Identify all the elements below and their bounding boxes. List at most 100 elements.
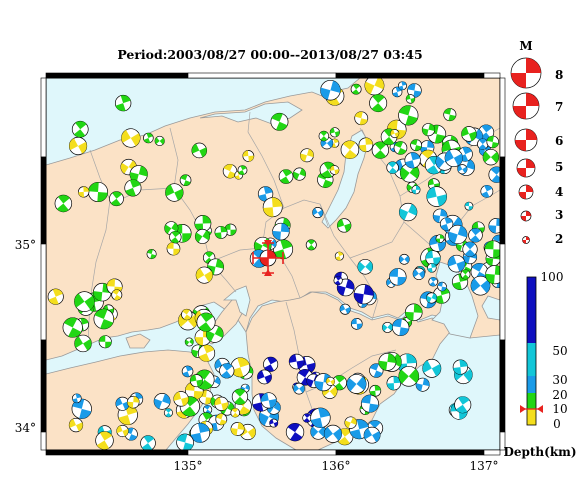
focal-mechanism [114, 94, 132, 112]
focal-mechanism [386, 161, 399, 174]
lon-tick-label: 137° [470, 459, 499, 473]
frame-bar [45, 449, 189, 456]
focal-mechanism [205, 325, 224, 343]
depth-bar-mid [527, 393, 536, 409]
focal-mechanism [426, 186, 447, 207]
focal-mechanism [293, 382, 305, 395]
focal-mechanism [382, 321, 393, 333]
focal-mechanism [224, 223, 237, 236]
focal-mechanism [305, 239, 317, 251]
magnitude-label: 7 [555, 100, 563, 114]
depth-legend: 100 50 30 20 10 0 Depth(km) [503, 270, 576, 459]
focal-mechanism [230, 357, 251, 378]
lon-tick-label: 135° [174, 459, 203, 473]
focal-mechanism [143, 132, 154, 144]
frame-bar [187, 72, 337, 79]
focal-mechanism [320, 79, 341, 101]
focal-mechanism [428, 276, 438, 287]
focal-mechanism [439, 217, 454, 231]
focal-mechanism [166, 241, 181, 256]
focal-mechanism [127, 395, 140, 409]
focal-mechanism [360, 394, 379, 413]
frame-bar [499, 339, 506, 433]
focal-mechanism [422, 358, 442, 378]
focal-mechanism [269, 418, 279, 428]
focal-mechanism [219, 363, 235, 379]
focal-mechanism [257, 186, 274, 202]
focal-mechanism [196, 312, 216, 332]
lat-tick-label: 34° [15, 421, 36, 435]
frame-bar [45, 72, 189, 79]
focal-mechanism [354, 111, 369, 126]
depth-tick-label: 10 [552, 402, 567, 416]
ise-bay [431, 261, 479, 339]
focal-mechanism [398, 202, 418, 222]
focal-mechanism [95, 431, 114, 450]
focal-mechanism [214, 396, 229, 411]
focal-mechanism [146, 249, 157, 260]
lat-tick-label: 35° [15, 238, 36, 252]
focal-mechanism [222, 163, 238, 179]
focal-mechanism [292, 167, 306, 181]
magnitude-legend-ball [512, 92, 540, 120]
focal-mechanism [427, 263, 437, 273]
focal-mechanism [68, 136, 88, 156]
focal-mechanism [369, 384, 382, 397]
focal-mechanism [405, 94, 416, 104]
focal-mechanism [358, 137, 374, 153]
focal-mechanism [389, 268, 407, 286]
focal-mechanism [363, 426, 381, 444]
focal-mechanism-layer [47, 78, 500, 450]
focal-mechanism [115, 396, 130, 411]
depth-bar-deepest [527, 277, 536, 343]
depth-bar-deep1 [527, 376, 536, 393]
focal-mechanism [181, 308, 193, 321]
focal-mechanism [412, 267, 426, 280]
focal-mechanism [329, 165, 340, 175]
focal-mechanism [425, 250, 441, 266]
focal-mechanism [257, 369, 272, 385]
magnitude-label: 3 [555, 208, 563, 222]
focal-mechanism [154, 135, 165, 147]
focal-mechanism [176, 433, 194, 450]
focal-mechanism [184, 337, 194, 347]
focal-mechanism [333, 275, 343, 286]
focal-mechanism [337, 218, 352, 233]
focal-mechanism [189, 374, 203, 388]
frame-bar [483, 72, 501, 79]
focal-mechanism [285, 422, 305, 442]
magnitude-label: 5 [555, 160, 563, 174]
focal-mechanism [404, 303, 423, 322]
focal-mechanism [288, 353, 305, 370]
magnitude-legend-ball [510, 57, 542, 89]
focal-mechanism [93, 308, 115, 330]
focal-mechanism [68, 417, 84, 433]
frame-bar [40, 156, 47, 245]
focal-mechanism [230, 422, 245, 436]
focal-mechanism [334, 251, 344, 261]
focal-mechanism [448, 224, 468, 245]
focal-mechanism [437, 281, 447, 292]
focal-mechanism [404, 152, 421, 169]
frame-bar [335, 449, 485, 456]
focal-mechanism [310, 423, 327, 440]
focal-mechanism [299, 148, 314, 163]
focal-mechanism [153, 392, 171, 410]
frame-bar [335, 72, 485, 79]
focal-mechanism [386, 375, 402, 391]
focal-mechanism [260, 392, 277, 409]
focal-mechanism [378, 352, 397, 371]
focal-mechanism [461, 126, 477, 142]
focal-mechanism [470, 275, 491, 296]
focal-mechanism [129, 165, 148, 184]
focal-mechanism [369, 363, 384, 378]
focal-mechanism [344, 416, 357, 429]
magnitude-label: 2 [555, 232, 563, 246]
focal-mechanism [179, 174, 192, 187]
focal-mechanism [302, 413, 312, 423]
depth-bar-deep2 [527, 343, 536, 376]
map-title: Period:2003/08/27 00:00--2013/08/27 03:4… [117, 47, 423, 62]
focal-mechanism [397, 81, 407, 91]
focal-mechanism [371, 141, 390, 159]
